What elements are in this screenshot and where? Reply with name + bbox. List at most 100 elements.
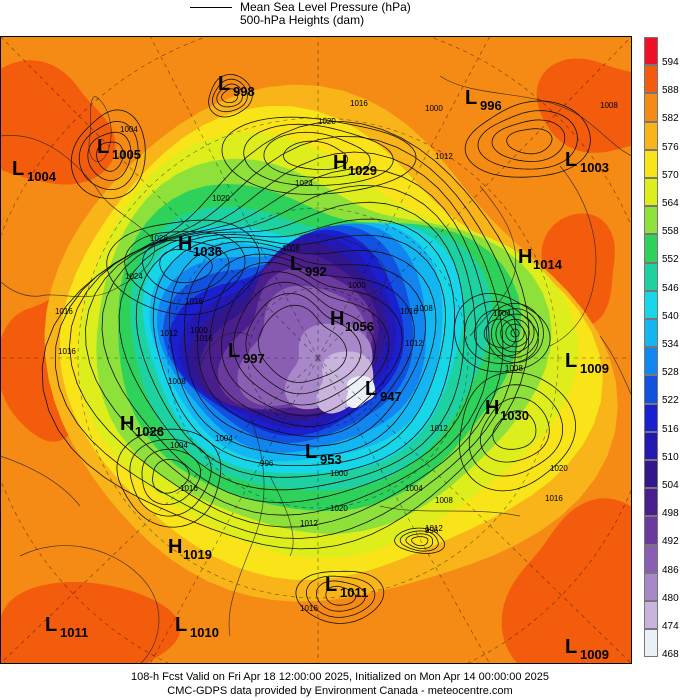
colorbar-tick-label: 546 <box>662 282 679 294</box>
isobar-label: 1000 <box>425 104 443 113</box>
pressure-center-value: 1011 <box>340 585 368 600</box>
band-588 <box>536 58 632 153</box>
pressure-center-value: 1019 <box>183 547 212 562</box>
colorbar-swatch <box>644 319 658 348</box>
isobar-label: 1004 <box>120 125 138 134</box>
height-bands <box>0 36 632 664</box>
colorbar-tick-label: 468 <box>662 649 679 661</box>
isobar-cell <box>479 397 550 463</box>
colorbar-swatch <box>644 431 658 460</box>
low-pressure-center: L 1011 <box>45 614 88 640</box>
band-588 <box>501 498 632 664</box>
isobar-polar <box>257 304 348 383</box>
isobar-cell <box>459 371 577 492</box>
isobar-polar <box>118 201 465 491</box>
isobar-label: 1008 <box>415 304 433 313</box>
pressure-center-value: 1009 <box>580 647 609 662</box>
isobar-label: 1020 <box>330 504 348 513</box>
pressure-center-value: 992 <box>305 264 327 279</box>
colorbar-swatch <box>644 347 658 376</box>
map-legend: Mean Sea Level Pressure (hPa) 500-hPa He… <box>190 0 490 36</box>
low-pressure-center: L 1011 <box>325 574 368 600</box>
isobar-cell <box>106 219 261 316</box>
colorbar-tick-label: 540 <box>662 310 679 322</box>
high-pressure-center: H 1036 <box>178 233 222 259</box>
isobar-label: 996 <box>425 526 439 535</box>
isobar-label: 996 <box>260 459 274 468</box>
colorbar-swatch <box>644 572 658 601</box>
pressure-center-letter: L <box>175 614 187 636</box>
pressure-center-value: 1011 <box>60 625 88 640</box>
isobar-polar <box>220 271 390 417</box>
isobar-label: 1016 <box>350 99 368 108</box>
isobar-cell <box>405 533 434 549</box>
pressure-center-letter: H <box>178 233 192 255</box>
colorbar-swatch <box>644 629 658 658</box>
pressure-center-value: 947 <box>380 389 402 404</box>
isobar-cell <box>295 570 385 624</box>
isobar-cell <box>477 110 578 170</box>
coastlines <box>0 75 632 664</box>
isobar-label: 1016 <box>195 334 213 343</box>
isobar-polar <box>209 261 403 427</box>
isobar-label: 1008 <box>600 101 618 110</box>
colorbar-tick-label: 582 <box>662 113 679 125</box>
colorbar-swatch <box>644 93 658 122</box>
isobar-polar <box>168 241 437 456</box>
colorbar-tick-label: 588 <box>662 85 679 97</box>
isobar-cell <box>263 131 371 178</box>
colorbar-tick-label: 564 <box>662 198 679 209</box>
isobar-label: 1016 <box>545 494 563 503</box>
isobar-cell <box>243 123 394 187</box>
isobar-cell <box>464 100 591 178</box>
data-credit-text: CMC-GDPS data provided by Environment Ca… <box>167 685 513 697</box>
isobar-label: 1004 <box>215 434 233 443</box>
isobar-label: 1016 <box>180 484 198 493</box>
pressure-center-value: 1003 <box>580 160 609 175</box>
isobar-cell <box>474 309 528 357</box>
colorbar-swatch <box>644 262 658 291</box>
pressure-center-letter: L <box>12 158 24 180</box>
pressure-center-letter: L <box>565 149 577 171</box>
isobar-label: 1008 <box>505 364 523 373</box>
colorbar-tick-label: 570 <box>662 169 679 181</box>
low-pressure-center: L 1009 <box>565 350 609 376</box>
colorbar-tick-label: 522 <box>662 395 679 407</box>
colorbar-tick-label: 528 <box>662 367 679 379</box>
isobar-cell <box>124 231 246 305</box>
isobar-label: 1008 <box>282 244 300 253</box>
colorbar-swatch <box>644 544 658 573</box>
isobar-cell <box>141 448 202 506</box>
colorbar-swatch <box>644 149 658 178</box>
pressure-center-value: 998 <box>233 84 255 99</box>
high-pressure-center: H 1019 <box>168 536 212 562</box>
isobar-label: 1016 <box>400 307 418 316</box>
low-pressure-center: L 953 <box>305 441 342 467</box>
colorbar-swatch <box>644 488 658 517</box>
isobar-polar <box>197 253 415 437</box>
pressure-center-letter: H <box>333 152 347 174</box>
pressure-center-letter: H <box>485 397 499 419</box>
isobar-cell <box>142 239 230 294</box>
isobar-polar <box>85 168 490 516</box>
isobar-cell <box>152 459 190 494</box>
pressure-center-value: 997 <box>243 351 265 366</box>
colorbar-tick-label: 516 <box>662 423 679 435</box>
isobar-label: 1004 <box>405 484 423 493</box>
pressure-center-value: 1004 <box>27 169 57 184</box>
isobar-polar <box>101 184 477 504</box>
pressure-center-letter: L <box>228 340 240 362</box>
isobar-cell <box>399 530 439 552</box>
pressure-center-value: 1036 <box>193 244 222 259</box>
pressure-center-letter: L <box>565 636 577 658</box>
isobar-cell <box>96 141 124 172</box>
isobar-polar <box>69 151 504 528</box>
isobar-label: 1016 <box>300 604 318 613</box>
colorbar-swatch <box>644 234 658 263</box>
isobar-cell <box>283 140 349 170</box>
low-pressure-center: L 1005 <box>97 136 141 162</box>
isobar-cell <box>216 83 243 108</box>
colorbar-swatch <box>644 178 658 207</box>
colorbar-tick-label: 510 <box>662 451 679 463</box>
colorbar-tick-label: 504 <box>662 480 679 491</box>
